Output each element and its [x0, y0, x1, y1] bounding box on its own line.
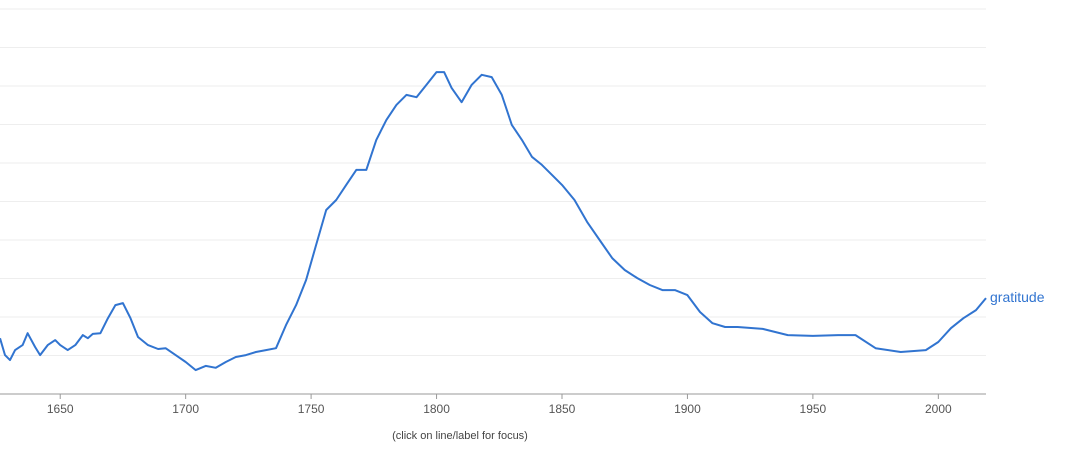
x-tick-label: 1850	[549, 402, 576, 416]
series-label[interactable]: gratitude	[990, 289, 1045, 305]
x-tick-label: 1650	[47, 402, 74, 416]
x-tick-label: 2000	[925, 402, 952, 416]
x-tick-label: 1750	[298, 402, 325, 416]
x-tick-label: 1950	[800, 402, 827, 416]
focus-note: (click on line/label for focus)	[392, 430, 528, 442]
x-tick-label: 1800	[423, 402, 450, 416]
series-line[interactable]	[0, 71, 987, 372]
x-tick-label: 1900	[674, 402, 701, 416]
x-tick-label: 1700	[172, 402, 199, 416]
